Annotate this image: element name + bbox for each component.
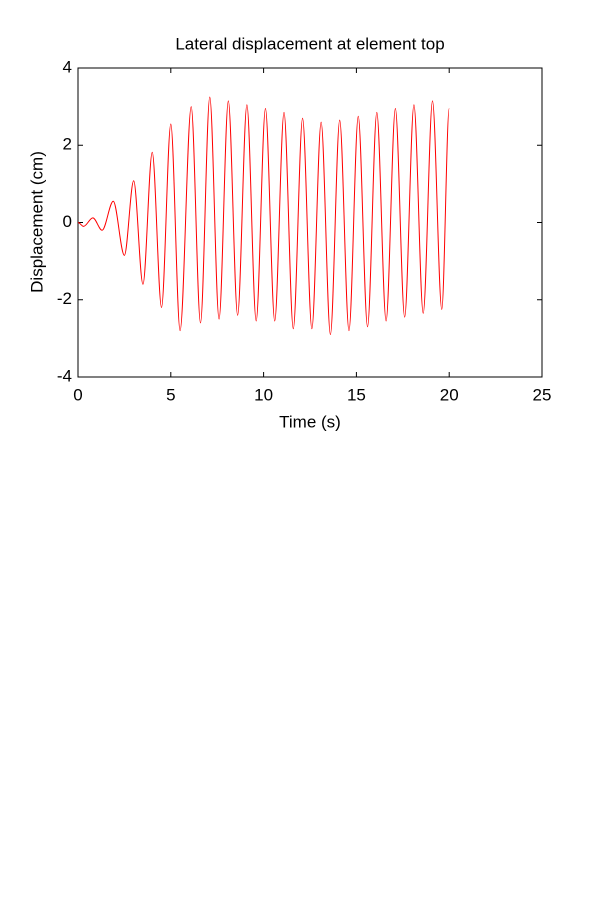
y-tick-label: 2: [63, 135, 72, 154]
x-tick-label: 10: [254, 385, 273, 404]
x-tick-label: 20: [440, 385, 459, 404]
y-tick-label: -4: [57, 366, 72, 385]
x-tick-label: 5: [166, 385, 175, 404]
y-axis-label: Displacement (cm): [27, 151, 46, 293]
x-tick-label: 0: [73, 385, 82, 404]
x-tick-label: 25: [533, 385, 552, 404]
y-tick-label: 0: [63, 212, 72, 231]
x-axis-label: Time (s): [279, 412, 341, 431]
x-tick-label: 15: [347, 385, 366, 404]
y-tick-label: -2: [57, 289, 72, 308]
data-line: [77, 96, 450, 336]
chart-title: Lateral displacement at element top: [175, 34, 444, 53]
y-tick-label: 4: [63, 57, 72, 76]
